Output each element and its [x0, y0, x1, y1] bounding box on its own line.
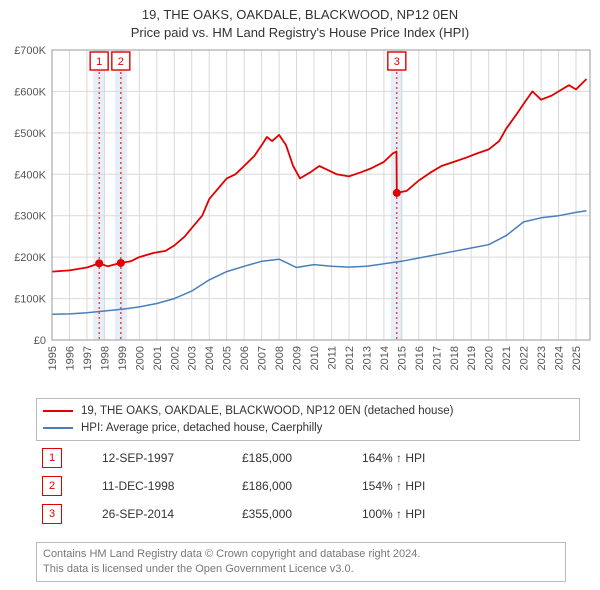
svg-text:2019: 2019: [466, 346, 478, 370]
sale-price: £185,000: [242, 451, 362, 465]
svg-text:£500K: £500K: [14, 128, 46, 140]
svg-text:2002: 2002: [169, 346, 181, 370]
svg-text:2015: 2015: [396, 346, 408, 370]
sale-price: £355,000: [242, 507, 362, 521]
svg-text:1998: 1998: [99, 346, 111, 370]
svg-text:2005: 2005: [222, 346, 234, 370]
svg-text:2017: 2017: [431, 346, 443, 370]
svg-text:2018: 2018: [449, 346, 461, 370]
title-line2: Price paid vs. HM Land Registry's House …: [0, 24, 600, 42]
legend-label: HPI: Average price, detached house, Caer…: [81, 420, 322, 437]
legend: 19, THE OAKS, OAKDALE, BLACKWOOD, NP12 0…: [36, 398, 580, 441]
svg-text:2025: 2025: [571, 346, 583, 370]
svg-text:2003: 2003: [187, 346, 199, 370]
footer-attribution: Contains HM Land Registry data © Crown c…: [36, 542, 566, 582]
svg-text:2024: 2024: [554, 346, 566, 370]
chart-title: 19, THE OAKS, OAKDALE, BLACKWOOD, NP12 0…: [0, 0, 600, 41]
svg-text:£0: £0: [34, 335, 46, 347]
sale-pct: 164% ↑ HPI: [362, 451, 425, 465]
svg-text:2009: 2009: [292, 346, 304, 370]
svg-text:2: 2: [118, 56, 124, 68]
footer-line2: This data is licensed under the Open Gov…: [43, 562, 559, 577]
table-row: 3 26-SEP-2014 £355,000 100% ↑ HPI: [36, 500, 566, 528]
table-row: 2 11-DEC-1998 £186,000 154% ↑ HPI: [36, 472, 566, 500]
sale-price: £186,000: [242, 479, 362, 493]
svg-text:2013: 2013: [361, 346, 373, 370]
svg-text:2000: 2000: [134, 346, 146, 370]
svg-text:£100K: £100K: [14, 294, 46, 306]
sale-date: 12-SEP-1997: [102, 451, 242, 465]
price-chart: 1 2 3 £0 £100K £200K £300K £400K £500K £600K £700K…: [0, 44, 600, 390]
svg-text:2010: 2010: [309, 346, 321, 370]
svg-text:2008: 2008: [274, 346, 286, 370]
svg-text:1997: 1997: [82, 346, 94, 370]
footer-line1: Contains HM Land Registry data © Crown c…: [43, 547, 559, 562]
sale-marker-badge: 3: [42, 504, 62, 524]
svg-text:£700K: £700K: [14, 45, 46, 57]
svg-text:£200K: £200K: [14, 252, 46, 264]
svg-text:2022: 2022: [519, 346, 531, 370]
legend-label: 19, THE OAKS, OAKDALE, BLACKWOOD, NP12 0…: [81, 403, 453, 420]
svg-text:2020: 2020: [484, 346, 496, 370]
svg-text:£300K: £300K: [14, 211, 46, 223]
sale-pct: 154% ↑ HPI: [362, 479, 425, 493]
svg-text:2012: 2012: [344, 346, 356, 370]
svg-text:1999: 1999: [117, 346, 129, 370]
svg-text:3: 3: [394, 56, 400, 68]
svg-text:2023: 2023: [536, 346, 548, 370]
sale-pct: 100% ↑ HPI: [362, 507, 425, 521]
svg-text:2021: 2021: [501, 346, 513, 370]
legend-swatch: [43, 427, 73, 429]
svg-text:2014: 2014: [379, 346, 391, 370]
legend-row: HPI: Average price, detached house, Caer…: [43, 420, 573, 437]
svg-text:2001: 2001: [152, 346, 164, 370]
svg-text:2011: 2011: [326, 346, 338, 370]
table-row: 1 12-SEP-1997 £185,000 164% ↑ HPI: [36, 444, 566, 472]
title-line1: 19, THE OAKS, OAKDALE, BLACKWOOD, NP12 0…: [0, 6, 600, 24]
svg-text:2006: 2006: [239, 346, 251, 370]
svg-text:2007: 2007: [257, 346, 269, 370]
sale-date: 26-SEP-2014: [102, 507, 242, 521]
svg-text:1: 1: [96, 56, 102, 68]
svg-text:2004: 2004: [204, 346, 216, 370]
legend-swatch: [43, 410, 73, 412]
sale-marker-badge: 1: [42, 448, 62, 468]
svg-text:2016: 2016: [414, 346, 426, 370]
svg-text:£600K: £600K: [14, 86, 46, 98]
sale-marker-badge: 2: [42, 476, 62, 496]
sale-date: 11-DEC-1998: [102, 479, 242, 493]
svg-text:1995: 1995: [47, 346, 59, 370]
chart-container: 1 2 3 £0 £100K £200K £300K £400K £500K £600K £700K…: [0, 44, 600, 390]
legend-row: 19, THE OAKS, OAKDALE, BLACKWOOD, NP12 0…: [43, 403, 573, 420]
sales-table: 1 12-SEP-1997 £185,000 164% ↑ HPI 2 11-D…: [36, 444, 566, 528]
svg-text:1996: 1996: [64, 346, 76, 370]
svg-text:£400K: £400K: [14, 169, 46, 181]
